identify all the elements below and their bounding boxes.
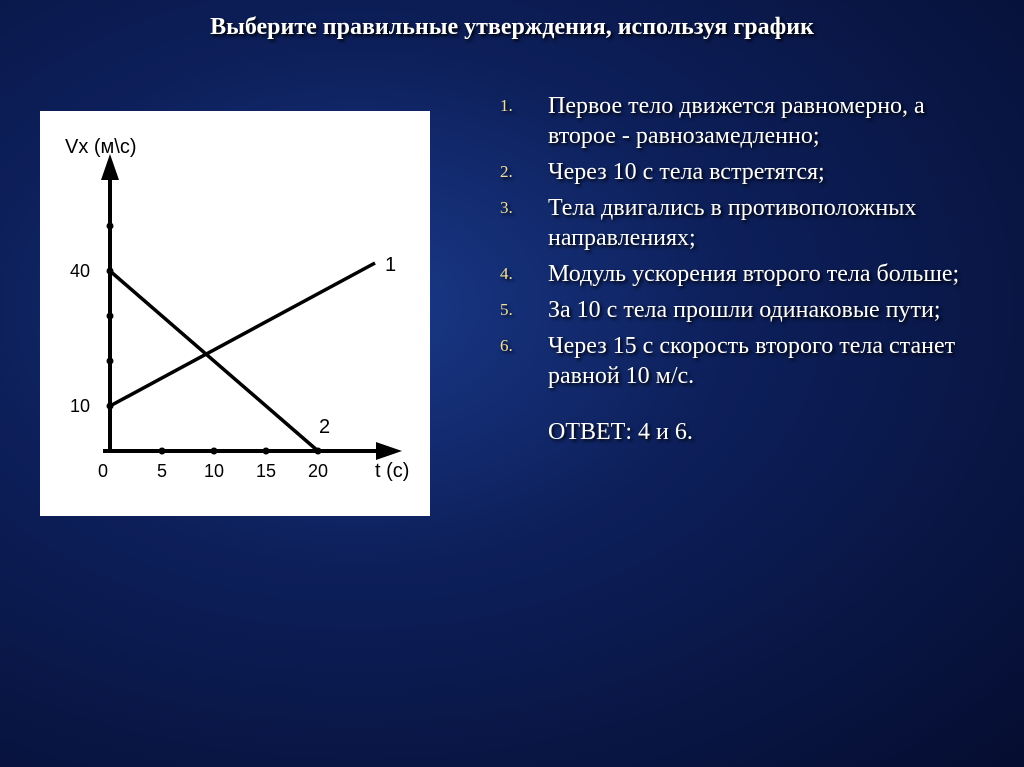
- svg-text:t (с): t (с): [375, 460, 409, 482]
- svg-text:10: 10: [204, 461, 224, 481]
- svg-text:10: 10: [70, 396, 90, 416]
- statement-item: Через 10 с тела встретятся;: [500, 157, 994, 187]
- svg-text:1: 1: [385, 254, 396, 276]
- statement-item: Через 15 с скорость второго тела станет …: [500, 331, 994, 391]
- statements-list: Первое тело движется равномерно, а второ…: [500, 91, 994, 391]
- content-row: Vx (м\с) 0 5 10 15 20 t (с) 10 40 1 2 Первое тело …: [0, 91, 1024, 516]
- title-text: Выберите правильные утверждения, использ…: [210, 14, 814, 40]
- statement-item: Первое тело движется равномерно, а второ…: [500, 91, 994, 151]
- svg-text:0: 0: [98, 461, 108, 481]
- velocity-chart: Vx (м\с) 0 5 10 15 20 t (с) 10 40 1 2: [55, 131, 415, 501]
- statement-item: Тела двигались в противоположных направл…: [500, 193, 994, 253]
- page-title: Выберите правильные утверждения, использ…: [0, 0, 1024, 41]
- statement-item: За 10 с тела прошли одинаковые пути;: [500, 295, 994, 325]
- svg-text:15: 15: [256, 461, 276, 481]
- svg-text:40: 40: [70, 261, 90, 281]
- chart-container: Vx (м\с) 0 5 10 15 20 t (с) 10 40 1 2: [40, 111, 430, 516]
- svg-text:Vx (м\с): Vx (м\с): [65, 136, 137, 158]
- answer-text: ОТВЕТ: 4 и 6.: [548, 419, 693, 445]
- svg-text:5: 5: [157, 461, 167, 481]
- answer-line: ОТВЕТ: 4 и 6.: [500, 419, 994, 446]
- statements-panel: Первое тело движется равномерно, а второ…: [430, 91, 1024, 516]
- statement-item: Модуль ускорения второго тела больше;: [500, 259, 994, 289]
- svg-text:20: 20: [308, 461, 328, 481]
- svg-text:2: 2: [319, 416, 330, 438]
